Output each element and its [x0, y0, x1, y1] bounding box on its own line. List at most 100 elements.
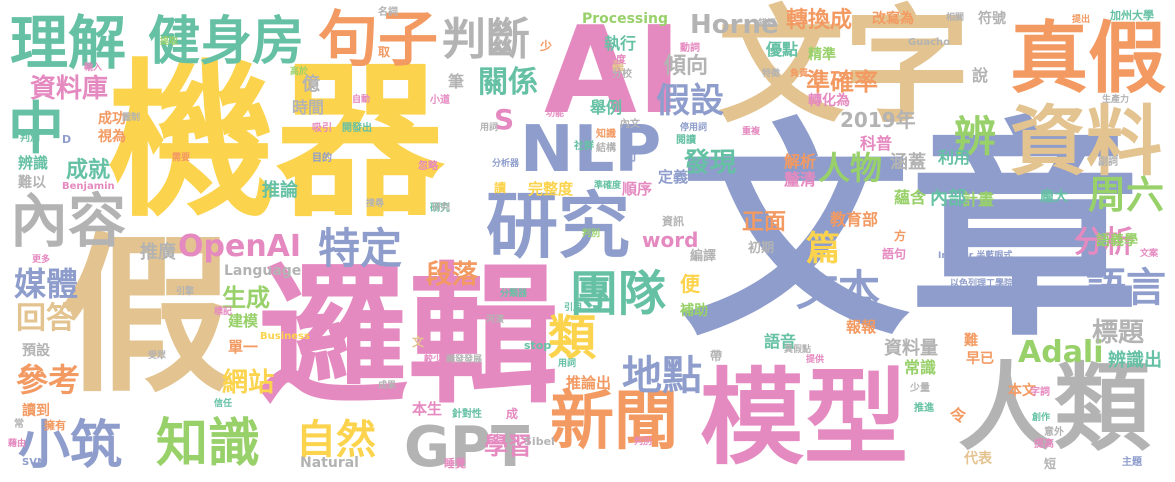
cloud-word: 重複 [742, 128, 760, 137]
cloud-word: OpenAI [178, 232, 301, 262]
cloud-word: 億 [302, 76, 320, 94]
cloud-word: Benjamin [62, 182, 115, 192]
cloud-word: 創作 [1032, 414, 1050, 423]
cloud-word: 筆 [448, 74, 464, 90]
cloud-word: 準確率 [806, 70, 878, 94]
cloud-word: 中 [8, 102, 64, 158]
cloud-word: 搜尋 [366, 200, 384, 209]
cloud-word: 資料庫 [30, 76, 108, 102]
cloud-word: 標題 [1092, 320, 1144, 346]
cloud-word: 用詞 [480, 124, 498, 133]
cloud-word: 語義學 [1096, 234, 1138, 248]
cloud-word: 針對性 [452, 410, 482, 420]
cloud-word: 自動 [352, 96, 370, 105]
cloud-word: 教育部 [830, 212, 878, 228]
cloud-word: 間 [624, 150, 636, 162]
cloud-word: 理解 [10, 14, 126, 72]
cloud-word: Sibel [524, 436, 555, 447]
cloud-word: 真假 [1010, 20, 1166, 98]
cloud-word: 少量 [910, 384, 930, 394]
cloud-word: 取 [378, 46, 390, 58]
cloud-word: 難以 [18, 176, 46, 190]
cloud-word: 轉發發展 [446, 356, 482, 365]
cloud-word: 少 [540, 40, 552, 52]
cloud-word: 研判 [432, 204, 450, 213]
cloud-word: 分析器 [492, 160, 519, 169]
cloud-word: 常 [14, 420, 24, 430]
cloud-word: 停用詞 [680, 124, 707, 133]
cloud-word: 2019年 [840, 110, 916, 130]
cloud-word: 錯誤 [758, 20, 776, 29]
cloud-word: 判別 [634, 438, 652, 447]
cloud-word: 負責 [790, 70, 808, 79]
cloud-word: 符號 [978, 12, 1006, 26]
cloud-word: 補助 [680, 304, 708, 318]
cloud-word: Natural [300, 456, 359, 470]
cloud-word: 視為 [98, 130, 126, 144]
cloud-word: 發現 [684, 150, 736, 176]
cloud-word: 時間 [292, 100, 324, 116]
cloud-word: Adali [1018, 338, 1104, 368]
cloud-word: 分類器 [500, 290, 527, 299]
cloud-word: 本生 [412, 402, 442, 417]
cloud-word: 地點 [622, 356, 702, 396]
cloud-word: 代表 [964, 452, 992, 466]
cloud-word: 假設 [656, 84, 724, 118]
cloud-word: 知識 [596, 130, 616, 140]
cloud-word: 輸入 [84, 64, 102, 73]
cloud-word: 媒體 [14, 268, 78, 300]
cloud-word: 定義 [658, 170, 688, 185]
cloud-word: 讀 [494, 182, 506, 194]
cloud-word: 特徵 [762, 70, 780, 79]
cloud-word: 準確度 [594, 182, 621, 191]
cloud-word: 語句 [882, 248, 906, 260]
cloud-word: 主題 [1122, 458, 1142, 468]
cloud-word: 資訊 [662, 216, 684, 227]
cloud-word: 信任 [214, 400, 232, 409]
cloud-word: 舉例 [590, 100, 622, 116]
cloud-word: 加州大學 [1110, 10, 1154, 21]
cloud-word: 圖制 [122, 114, 140, 123]
cloud-word: 內部 [930, 190, 966, 208]
cloud-word: 文案 [1140, 250, 1158, 259]
cloud-word: 精準 [808, 48, 836, 62]
cloud-word: 正面 [742, 212, 786, 234]
cloud-word: 段落 [426, 262, 478, 288]
cloud-word: 完整度 [528, 182, 573, 197]
cloud-word: 單一 [228, 340, 258, 355]
cloud-word: 報報 [846, 320, 876, 335]
cloud-word: 睡覺 [444, 458, 466, 469]
cloud-word: 帶 [710, 350, 722, 362]
cloud-word: 關係 [478, 68, 538, 98]
cloud-word: 閱讀 [676, 136, 696, 146]
cloud-word: 令 [950, 408, 966, 424]
cloud-word: 開發出 [342, 124, 372, 134]
cloud-word: 傾向 [664, 56, 708, 78]
cloud-word: 較少 [424, 356, 442, 365]
cloud-word: SVM [22, 458, 47, 468]
cloud-word: 涵蓋 [890, 154, 926, 172]
cloud-word: 藉由 [8, 440, 26, 449]
cloud-word: 科普 [860, 136, 892, 152]
cloud-word: 初期 [748, 242, 774, 255]
cloud-word: 名詞 [378, 8, 398, 18]
cloud-word: 辨識出 [1108, 352, 1162, 370]
cloud-word: 解析 [784, 154, 816, 170]
cloud-word: 早已 [966, 352, 994, 366]
cloud-word: Business [260, 332, 310, 342]
cloud-word: 利用 [938, 150, 970, 166]
cloud-word: 意外 [1044, 428, 1064, 438]
cloud-word: 提取 [160, 38, 178, 47]
cloud-word: 引擎 [176, 288, 194, 297]
cloud-word: 標記 [214, 308, 232, 317]
cloud-word: 建模 [228, 314, 258, 329]
cloud-word: 用詞 [558, 360, 576, 369]
cloud-word: 轉化為 [808, 94, 850, 108]
cloud-word: Language [224, 264, 301, 278]
cloud-word: 辨識 [18, 156, 48, 171]
cloud-word: 推論 [262, 182, 298, 200]
cloud-word: 長度 [606, 56, 626, 66]
cloud-word: 執行 [604, 36, 636, 52]
cloud-word: 網站 [222, 370, 274, 396]
